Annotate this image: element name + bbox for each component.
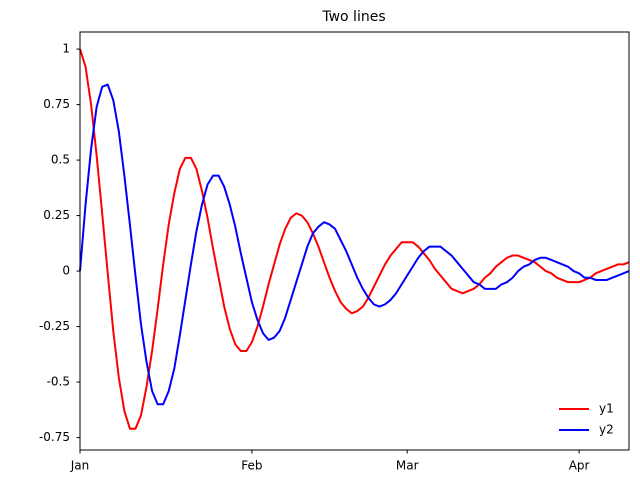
y-tick-label: 0.75 — [43, 97, 70, 111]
series-line — [79, 83, 630, 406]
legend-label: y1 — [599, 402, 614, 416]
y-tick-label: -0.25 — [39, 319, 70, 333]
y-tick-label: 1 — [62, 42, 70, 56]
x-tick-label: Apr — [569, 459, 590, 473]
series-line — [79, 48, 630, 430]
y-tick-label: -0.5 — [47, 375, 70, 389]
plot-frame — [79, 31, 630, 451]
x-tick-label: Jan — [70, 459, 90, 473]
x-tick-label: Feb — [241, 459, 262, 473]
y-tick-label: 0 — [62, 264, 70, 278]
chart-title: Two lines — [321, 9, 385, 25]
y-tick-label: 0.5 — [51, 153, 70, 167]
x-tick-label: Mar — [396, 459, 419, 473]
y-tick-label: 0.25 — [43, 208, 70, 222]
y-tick-label: -0.75 — [39, 430, 70, 444]
legend-label: y2 — [599, 423, 614, 437]
